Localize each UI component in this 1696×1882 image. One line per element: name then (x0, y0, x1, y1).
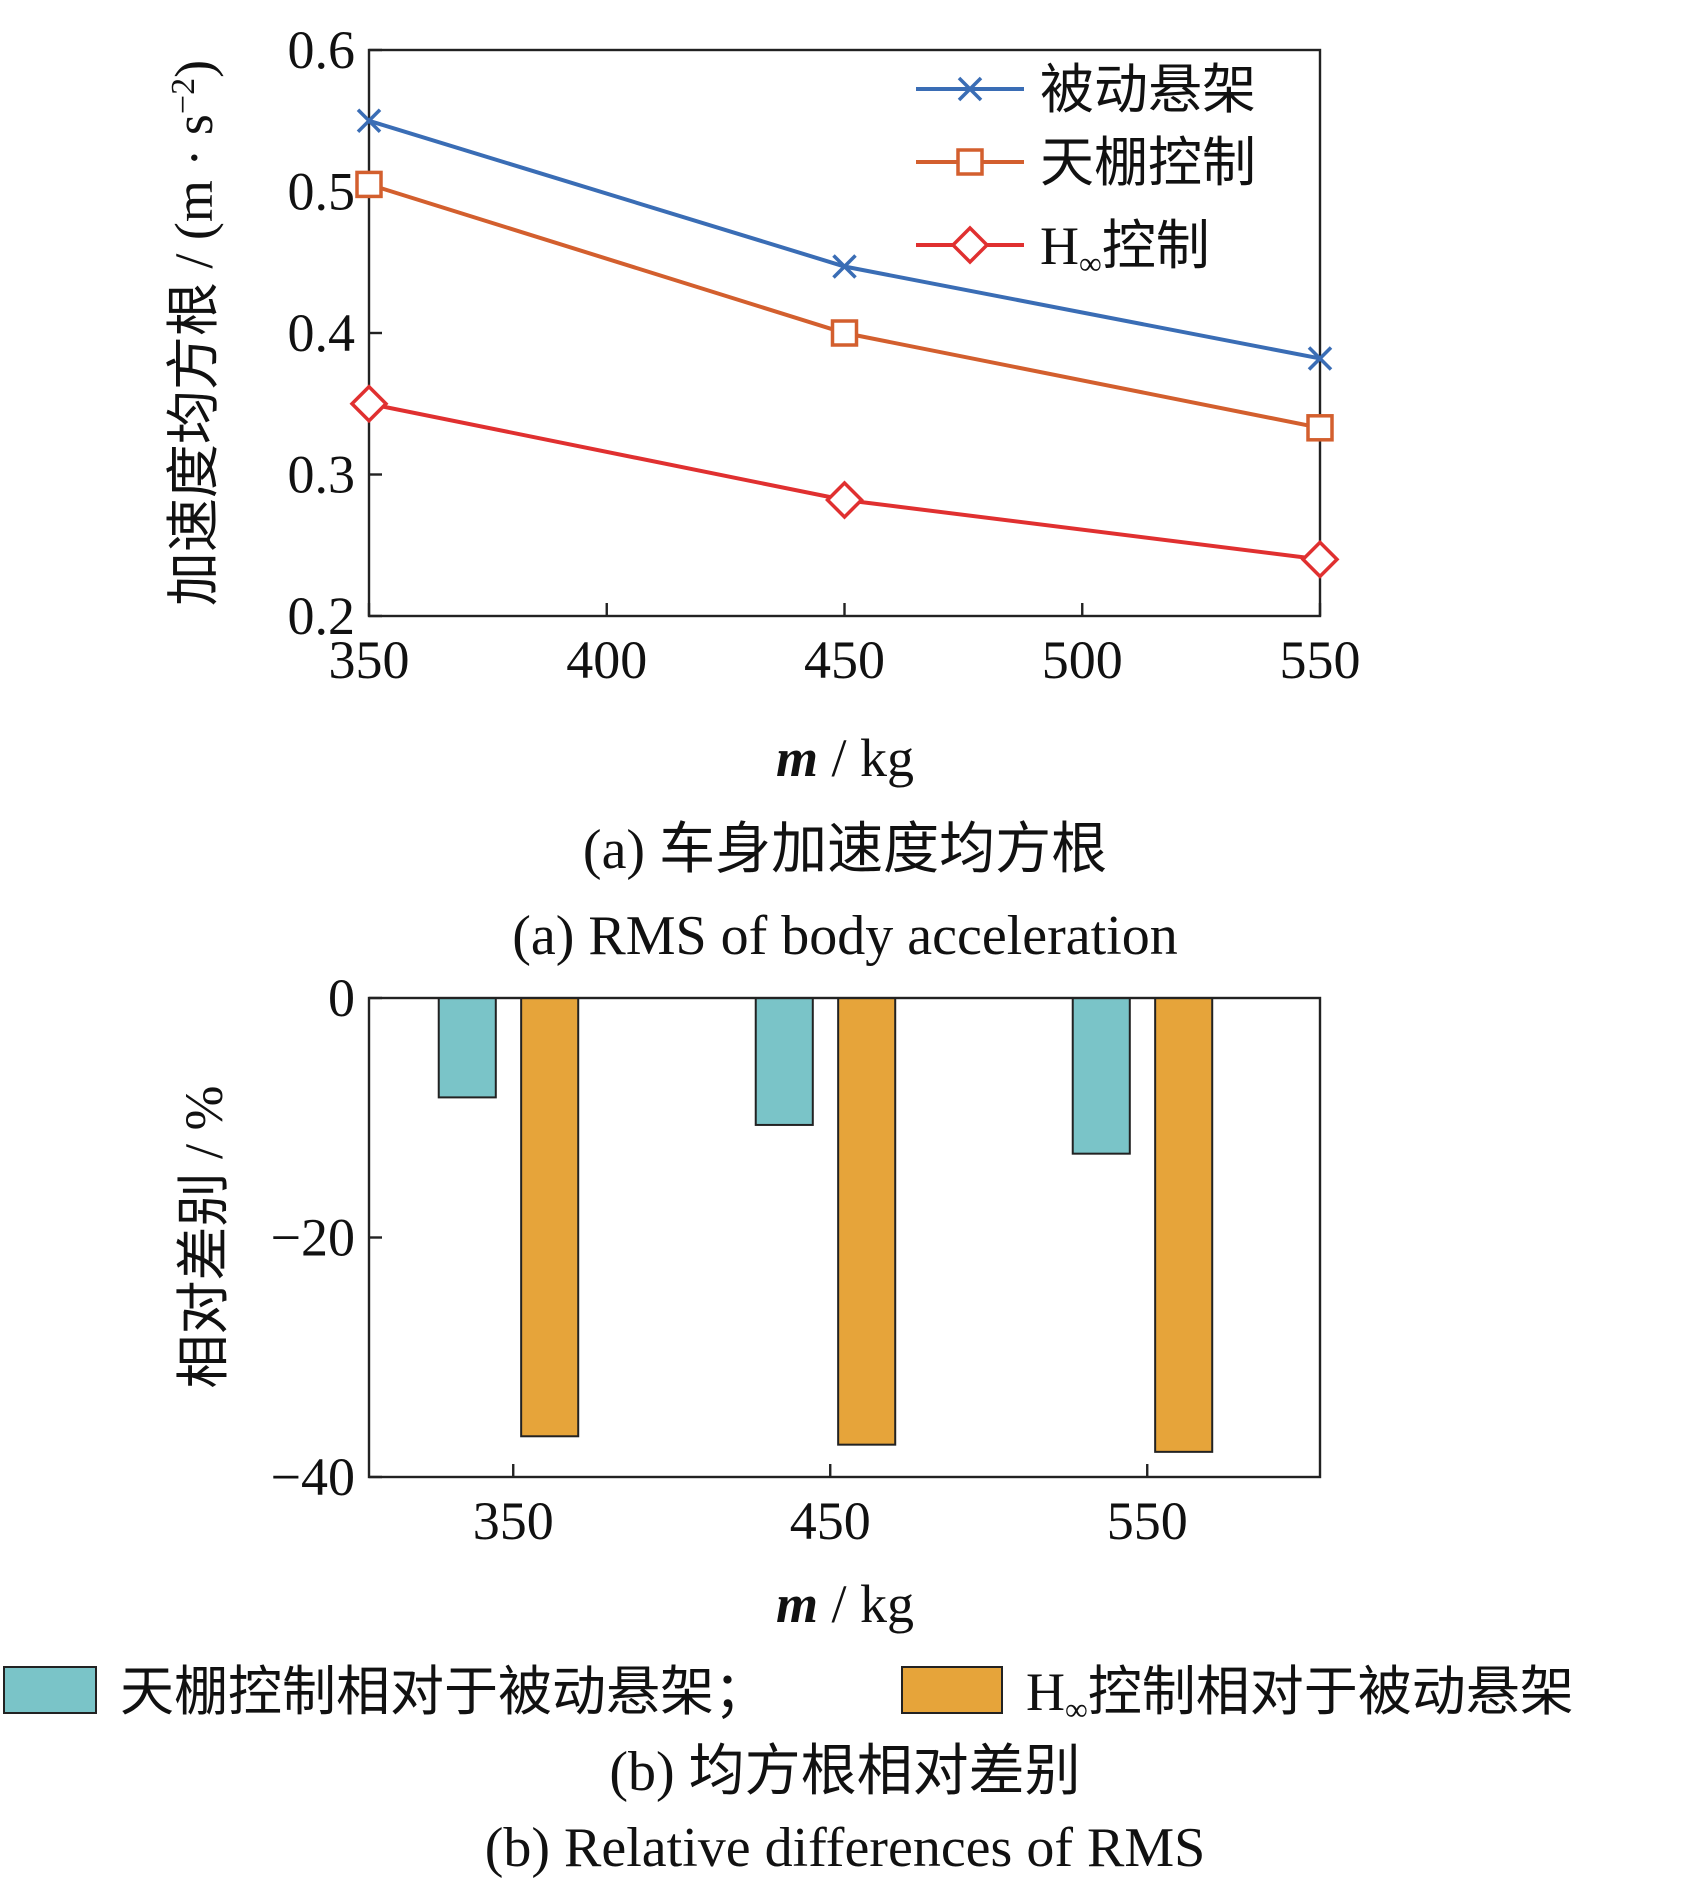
y-tick-label: −20 (271, 1208, 355, 1268)
y-tick-labels: 0.2 0.3 0.4 0.5 0.6 (288, 20, 356, 646)
x-tick-label: 350 (473, 1491, 554, 1551)
caption-a-cn: (a) 车身加速度均方根 (583, 819, 1107, 881)
legend-marker-shape (956, 148, 984, 176)
caption-a-en: (a) RMS of body acceleration (512, 905, 1178, 967)
legend-item-skyhook: 天棚控制 (916, 133, 1256, 193)
caption-b-cn: (b) 均方根相对差别 (609, 1741, 1080, 1803)
legend-label-hinf-subscript: ∞ (1065, 1691, 1088, 1727)
y-tick-label: 0 (328, 968, 355, 1028)
bar-hinf (520, 997, 580, 1438)
x-tick-labels: 350 450 550 (473, 1491, 1188, 1551)
data-point (349, 384, 389, 424)
legend: 被动悬架 天棚控制 H∞控制 (916, 60, 1256, 281)
legend-label-hinf-main: H (1026, 1662, 1065, 1722)
y-axis-title-main: 加速度均方根 / (m · s (164, 114, 224, 606)
data-point (1300, 539, 1340, 579)
legend-item-passive: 被动悬架 (916, 60, 1256, 120)
y-tick-label: −40 (271, 1447, 355, 1507)
legend-label-hinf-subscript: ∞ (1079, 245, 1102, 281)
y-axis-title: 加速度均方根 / (m · s−2) (164, 60, 224, 606)
y-axis-title: 相对差别 / % (174, 1086, 234, 1389)
y-axis-title-close: ) (164, 60, 224, 78)
legend-marker-shape (950, 225, 990, 265)
legend-label-hinf: H∞控制相对于被动悬架 (1026, 1662, 1574, 1727)
bars-group (437, 997, 1214, 1453)
x-axis-title: m / kg (776, 1574, 914, 1634)
x-tick-label: 350 (329, 630, 410, 690)
x-axis-title-variable: m (776, 1574, 818, 1634)
legend-marker-shape (957, 76, 983, 102)
x-axis-title-unit: / kg (818, 728, 914, 788)
data-point (1307, 346, 1333, 371)
bar-hinf (837, 997, 897, 1446)
legend-label-hinf: H∞控制 (1040, 216, 1210, 281)
legend-label-hinf-rest: 控制 (1102, 216, 1210, 276)
x-tick-label: 500 (1042, 630, 1123, 690)
legend-marker-passive (957, 76, 983, 102)
y-tick-label: 0.6 (288, 20, 356, 80)
legend-label-skyhook: 天棚控制 (1040, 133, 1256, 193)
bar-hinf (1154, 997, 1214, 1453)
x-tick-label: 550 (1280, 630, 1361, 690)
y-tick-label: 0.2 (288, 586, 356, 646)
bar-skyhook (437, 997, 497, 1099)
data-point (356, 108, 382, 133)
y-tick-label: 0.5 (288, 162, 356, 222)
bar-skyhook (1071, 997, 1131, 1155)
y-tick-label: 0.4 (288, 303, 356, 363)
legend-marker-hinf (950, 225, 990, 265)
legend-marker-skyhook (956, 148, 984, 176)
y-axis-title-superscript: −2 (165, 78, 202, 114)
legend-item-hinf: H∞控制 (916, 216, 1210, 281)
y-tick-label: 0.3 (288, 445, 356, 505)
legend-label-skyhook: 天棚控制相对于被动悬架； (120, 1662, 768, 1722)
x-tick-label: 450 (804, 630, 885, 690)
caption-b-en: (b) Relative differences of RMS (485, 1817, 1206, 1879)
line-chart: 350 400 450 500 550 0.2 0.3 0.4 0.5 0.6 加速度均方根 /… (164, 20, 1361, 967)
data-point (355, 170, 383, 199)
x-tick-label: 400 (566, 630, 647, 690)
data-point (832, 254, 857, 279)
bar-chart: 350 450 550 0 −20 −40 相对差别 / % m / kg 天棚控制相对… (3, 968, 1574, 1879)
axis-ticks (369, 996, 1149, 1479)
legend-label-passive: 被动悬架 (1040, 60, 1256, 120)
x-axis-title: m / kg (776, 728, 914, 788)
x-tick-label: 450 (790, 1491, 871, 1551)
y-tick-labels: 0 −20 −40 (271, 968, 355, 1507)
x-axis-title-unit: / kg (818, 1574, 914, 1634)
series-group (349, 108, 1340, 579)
x-tick-labels: 350 400 450 500 550 (329, 630, 1361, 690)
x-tick-label: 550 (1107, 1491, 1188, 1551)
legend-label-hinf-main: H (1040, 216, 1079, 276)
data-point (1306, 414, 1334, 442)
legend-swatch-hinf (901, 1666, 1003, 1714)
legend-swatch-skyhook (3, 1666, 97, 1714)
bar-skyhook (754, 997, 814, 1126)
legend: 天棚控制相对于被动悬架； H∞控制相对于被动悬架 (3, 1662, 1574, 1727)
data-point (825, 480, 864, 520)
legend-label-hinf-rest: 控制相对于被动悬架 (1088, 1662, 1574, 1722)
x-axis-title-variable: m (776, 728, 818, 788)
data-point (830, 319, 859, 347)
